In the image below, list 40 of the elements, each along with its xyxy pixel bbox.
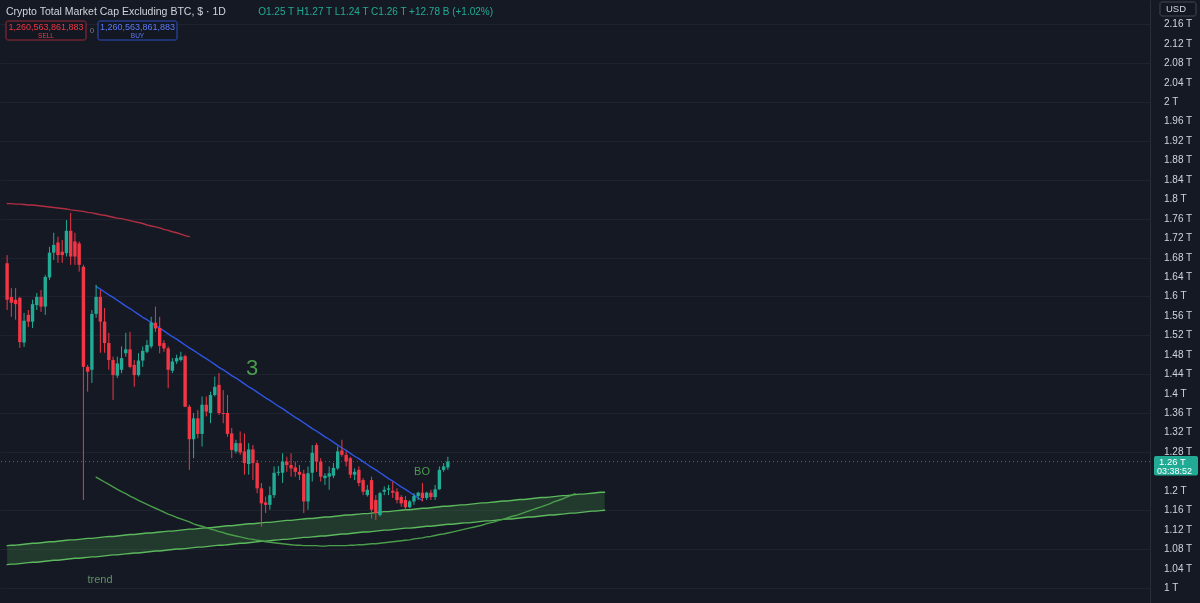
y-tick-label: 1.96 T (1164, 115, 1193, 127)
y-tick-label: 1.44 T (1164, 368, 1193, 380)
y-tick-label: 1.4 T (1164, 387, 1187, 399)
y-tick-label: 2 T (1164, 96, 1179, 108)
y-tick-label: 2.12 T (1164, 37, 1193, 49)
y-tick-label: 1.32 T (1164, 426, 1193, 438)
y-tick-label: 1.48 T (1164, 348, 1193, 360)
y-tick-label: 2.08 T (1164, 57, 1193, 69)
annotation: 1,260,563,861,883 (8, 22, 84, 32)
y-tick-label: 1.36 T (1164, 407, 1193, 419)
y-tick-label: 1.72 T (1164, 232, 1193, 244)
annotation: 3 (245, 355, 259, 380)
y-tick-label: 1.88 T (1164, 154, 1193, 166)
y-tick-label: 1.8 T (1164, 193, 1187, 205)
annotation: BO (414, 465, 431, 477)
y-tick-label: 1.16 T (1164, 504, 1193, 516)
y-tick-label: 1.64 T (1164, 270, 1193, 282)
text: USD (1166, 3, 1187, 14)
y-tick-label: 1.92 T (1164, 134, 1193, 146)
chart-title: Crypto Total Market Cap Excluding BTC, $ · 1D (6, 4, 227, 17)
text: O1.25 T H1.27 T L1.24 T C1.26 T +12.78 B (+1.02%) (258, 5, 494, 17)
y-tick-label: 1.84 T (1164, 173, 1193, 185)
y-tick-label: 1.68 T (1164, 251, 1193, 263)
y-tick-label: 1.52 T (1164, 329, 1193, 341)
y-tick-label: 2.04 T (1164, 76, 1193, 88)
annotation: trend (87, 573, 113, 585)
y-tick-label: 1.08 T (1164, 543, 1193, 555)
annotation: 0 (89, 26, 95, 35)
y-tick-label: 1.76 T (1164, 212, 1193, 224)
y-tick-label: 1.04 T (1164, 562, 1193, 574)
y-tick-label: 1.56 T (1164, 309, 1193, 321)
y-tick-label: 1.12 T (1164, 523, 1193, 535)
y-tick-label: 1.28 T (1164, 445, 1193, 457)
y-tick-label: 2.16 T (1164, 18, 1193, 30)
text: 03:38:52 (1157, 466, 1193, 477)
y-tick-label: 1.6 T (1164, 290, 1187, 302)
ref-line-label: 1.26 T (1159, 455, 1186, 467)
annotation: 1,260,563,861,883 (99, 22, 176, 32)
y-tick-label: 1 T (1164, 581, 1179, 593)
y-tick-label: 1.2 T (1164, 484, 1187, 496)
